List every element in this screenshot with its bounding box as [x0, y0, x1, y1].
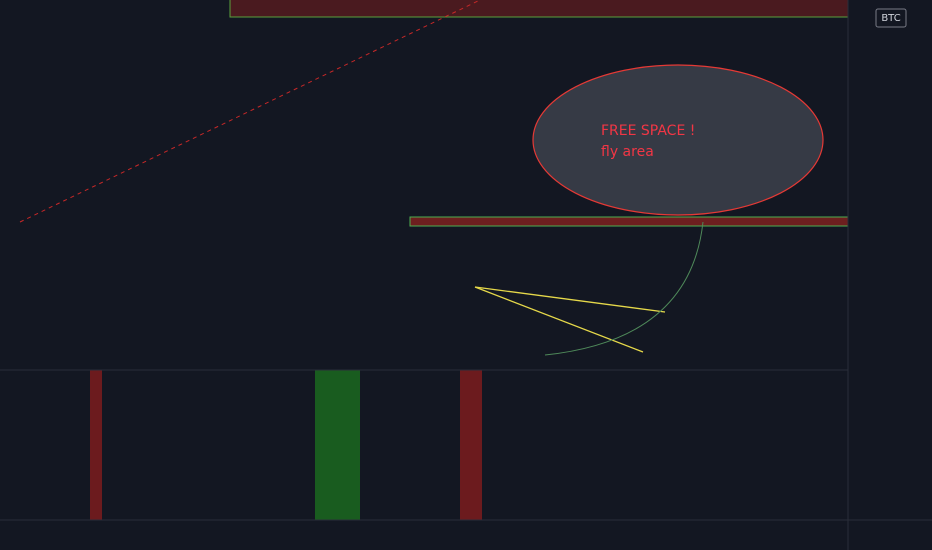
- highlight-band: [460, 370, 482, 520]
- highlight-band: [315, 370, 360, 520]
- trend-line: [474, 286, 644, 353]
- annotation-ellipse: [532, 64, 824, 216]
- trend-line: [474, 286, 666, 313]
- projection-curve: [544, 221, 704, 356]
- annotation: fly area: [601, 144, 654, 160]
- annotation: FREE SPACE !: [601, 123, 695, 139]
- currency: BTC: [881, 13, 900, 24]
- zone-box: [229, 0, 849, 18]
- currency-badge: [875, 8, 907, 28]
- trend-line: [19, 0, 481, 223]
- zone-box: [409, 216, 849, 227]
- highlight-band: [90, 370, 102, 520]
